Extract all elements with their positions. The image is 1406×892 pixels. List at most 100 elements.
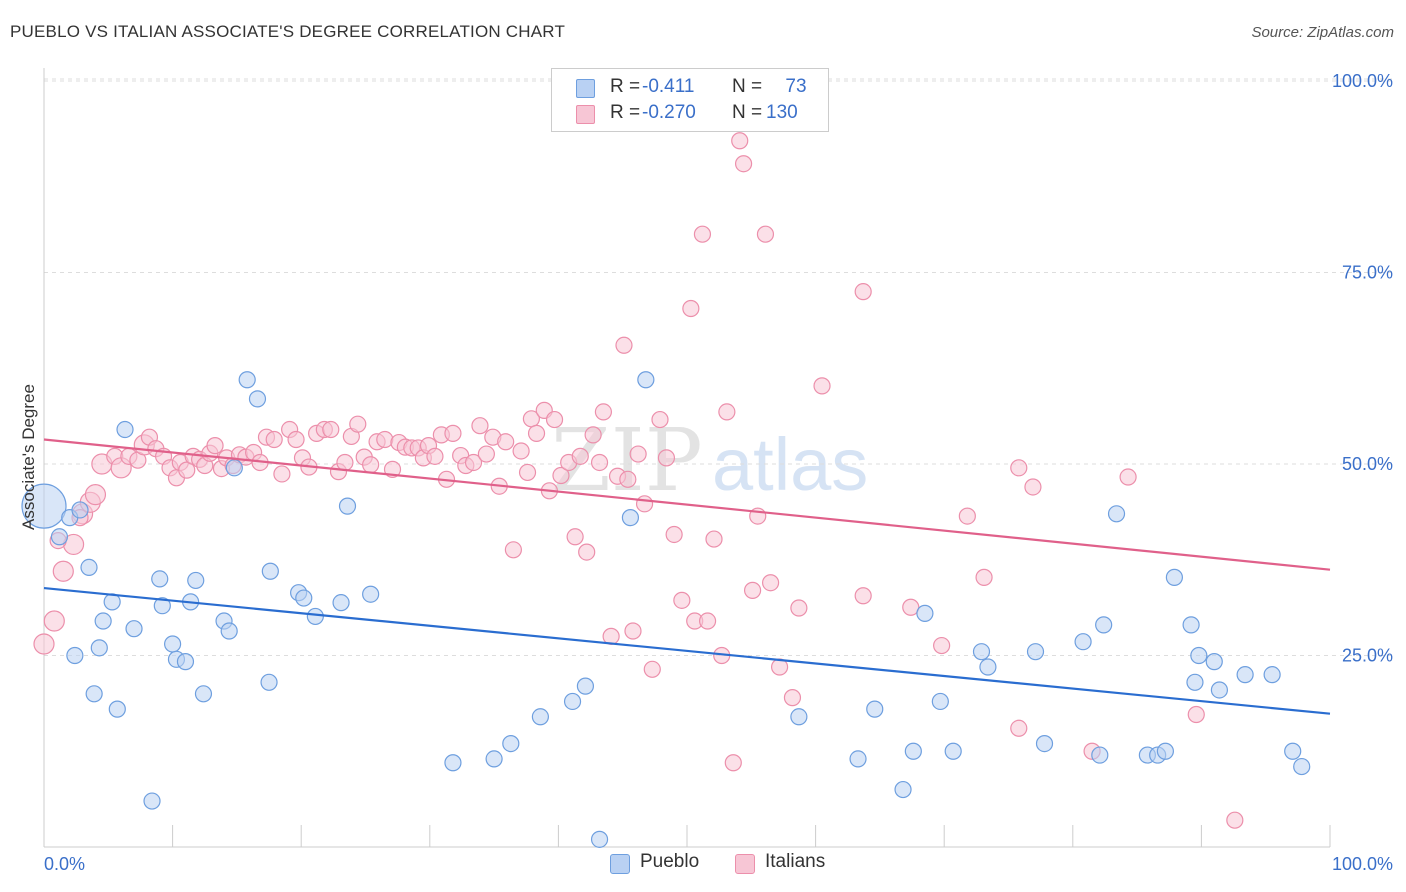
y-tick-label: 50.0%: [1342, 454, 1393, 474]
pueblo-point: [176, 653, 195, 671]
pueblo-point: [248, 390, 267, 408]
italians-point: [545, 410, 564, 429]
italians-point: [322, 420, 340, 439]
italians-point: [527, 424, 546, 442]
italians-point: [178, 461, 196, 479]
correlation-legend: R = -0.411 N = 73 R = -0.270 N = 130: [551, 68, 829, 132]
pueblo-point: [50, 528, 69, 546]
italians-point: [665, 525, 683, 544]
italians-point: [958, 507, 976, 525]
legend-n-value: 73: [785, 76, 807, 97]
pueblo-point: [90, 639, 108, 657]
y-axis-label: Associate's Degree: [19, 384, 38, 530]
italians-point: [629, 445, 647, 463]
x-tick-label: 0.0%: [44, 854, 85, 874]
italians-point: [571, 447, 589, 465]
pueblo-point: [116, 420, 134, 439]
pueblo-point: [153, 597, 171, 615]
pueblo-point: [1035, 734, 1054, 753]
italians-point: [504, 541, 522, 559]
pueblo-point: [1263, 666, 1281, 684]
italians-point: [698, 612, 717, 630]
pueblo-point: [164, 635, 182, 653]
pueblo-point: [21, 483, 67, 529]
pueblo-legend-swatch: [610, 854, 630, 874]
pueblo-point: [1095, 616, 1113, 634]
pueblo-point: [944, 742, 962, 760]
italians-point: [1010, 459, 1028, 477]
italians-point: [902, 598, 920, 616]
pueblo-point: [295, 589, 313, 607]
legend-n-label: N =: [732, 76, 763, 97]
italians-point: [566, 528, 584, 546]
italians-point: [693, 225, 712, 243]
pueblo-point: [1107, 505, 1126, 523]
italians-legend-swatch: [735, 854, 755, 874]
legend-n-label: N =: [732, 102, 763, 123]
italians-point: [682, 299, 700, 318]
pueblo-point: [1190, 646, 1208, 665]
italians-point: [1119, 468, 1137, 486]
pueblo-points: [21, 371, 1311, 848]
pueblo-point: [194, 685, 213, 703]
pueblo-point: [866, 700, 884, 718]
italians-point: [705, 530, 723, 548]
italians-point: [590, 453, 609, 472]
italians-point: [578, 543, 596, 561]
legend-r-value: -0.411: [642, 76, 695, 97]
pueblo-point: [502, 734, 520, 753]
pueblo-point: [85, 685, 103, 703]
y-tick-label: 75.0%: [1342, 263, 1393, 283]
axes: [43, 68, 1331, 848]
pueblo-point: [1186, 673, 1204, 691]
pueblo-point: [260, 673, 278, 691]
pueblo-point: [894, 780, 912, 799]
pueblo-point: [576, 677, 595, 695]
italians-point: [756, 225, 775, 243]
pueblo-point: [485, 750, 503, 768]
italians-point: [619, 470, 637, 488]
pueblo-point: [531, 708, 549, 726]
italians-point: [52, 560, 74, 582]
pueblo-point: [125, 620, 143, 638]
pueblo-point: [187, 571, 205, 590]
italians-point: [673, 591, 691, 609]
italians-point: [651, 410, 669, 429]
pueblo-point: [1074, 633, 1092, 651]
legend-n-value: 130: [766, 102, 798, 123]
pueblo-point: [1236, 666, 1254, 684]
pueblo-point: [151, 570, 169, 588]
pueblo-point: [71, 501, 89, 519]
pueblo-point: [849, 750, 867, 768]
italians-point: [497, 433, 515, 451]
italians-point: [518, 463, 537, 482]
source-label: Source: ZipAtlas.com: [1251, 24, 1394, 41]
italians-point: [206, 437, 224, 455]
pueblo-point: [790, 708, 808, 726]
italians-point: [464, 453, 483, 472]
pueblo-point: [108, 700, 126, 718]
italians-point: [933, 636, 951, 655]
italians-point: [975, 568, 993, 586]
italians-point: [1024, 478, 1042, 496]
trend-lines: [43, 438, 1331, 715]
pueblo-point: [1182, 616, 1200, 634]
pueblo-point: [1205, 653, 1223, 671]
pueblo-point: [621, 509, 640, 527]
italians-point: [790, 599, 808, 617]
italians-trend-line: [43, 438, 1331, 571]
italians-point: [854, 587, 872, 605]
italians-point: [336, 453, 354, 472]
pueblo-point: [972, 643, 991, 661]
gridlines: [44, 78, 1392, 656]
italians-point: [783, 689, 802, 707]
italians-point: [552, 466, 570, 485]
y-tick-label: 25.0%: [1342, 646, 1393, 666]
italians-point: [743, 581, 762, 599]
italians-point: [1187, 705, 1205, 724]
pueblo-point: [590, 830, 609, 848]
italians-point: [43, 610, 65, 632]
italians-point: [624, 622, 642, 640]
x-tick-label: 100.0%: [1332, 854, 1393, 874]
